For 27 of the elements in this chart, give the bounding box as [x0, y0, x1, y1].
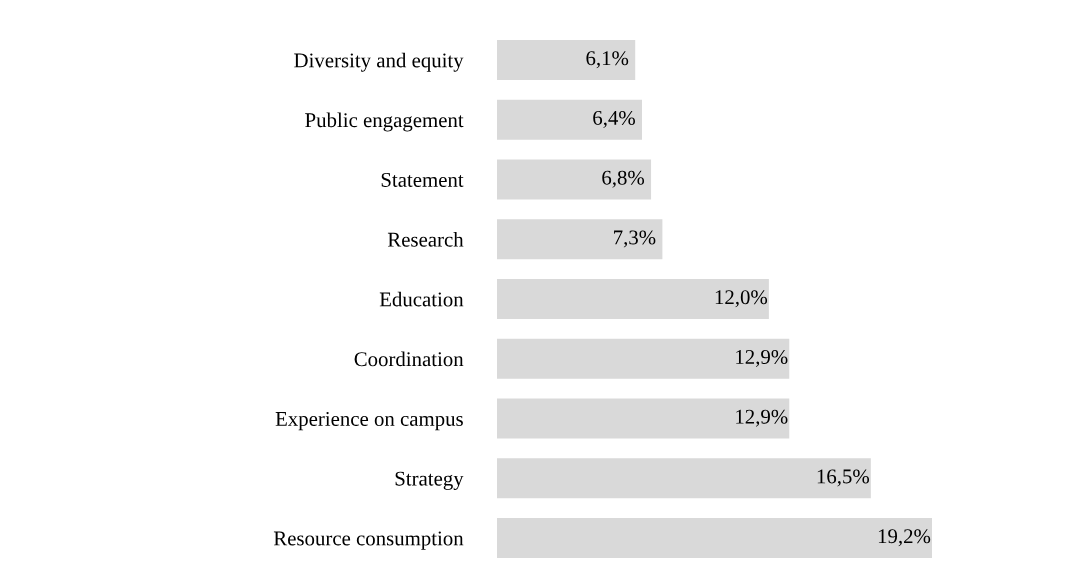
data-label: 12,0%	[715, 290, 768, 308]
y-tick-label: Research	[387, 232, 464, 247]
y-tick-label: Public engagement	[305, 112, 464, 132]
bar	[497, 517, 932, 559]
bar	[497, 458, 871, 499]
data-label: 6,4%	[593, 110, 635, 128]
data-label: 16,5%	[817, 469, 870, 487]
y-tick-label: Coordination	[354, 351, 464, 367]
data-label: 12,9%	[736, 349, 788, 367]
data-label: 7,3%	[614, 230, 656, 248]
bar	[497, 39, 636, 81]
data-label: 6,8%	[602, 170, 645, 188]
bar	[497, 159, 652, 200]
y-tick-label: Experience on campus	[275, 411, 463, 431]
bar	[497, 398, 790, 439]
bar	[497, 278, 769, 320]
bar	[497, 338, 790, 379]
y-tick-label: Diversity and equity	[294, 52, 464, 72]
y-tick-label: Resource consumption	[273, 531, 464, 550]
bar	[497, 99, 642, 140]
y-tick-label: Strategy	[395, 471, 464, 490]
data-label: 19,2%	[878, 529, 931, 547]
y-tick-label: Education	[379, 291, 464, 307]
data-label: 6,1%	[586, 51, 629, 69]
bar	[497, 219, 663, 260]
y-tick-label: Statement	[381, 172, 464, 187]
data-label: 12,9%	[736, 409, 788, 427]
